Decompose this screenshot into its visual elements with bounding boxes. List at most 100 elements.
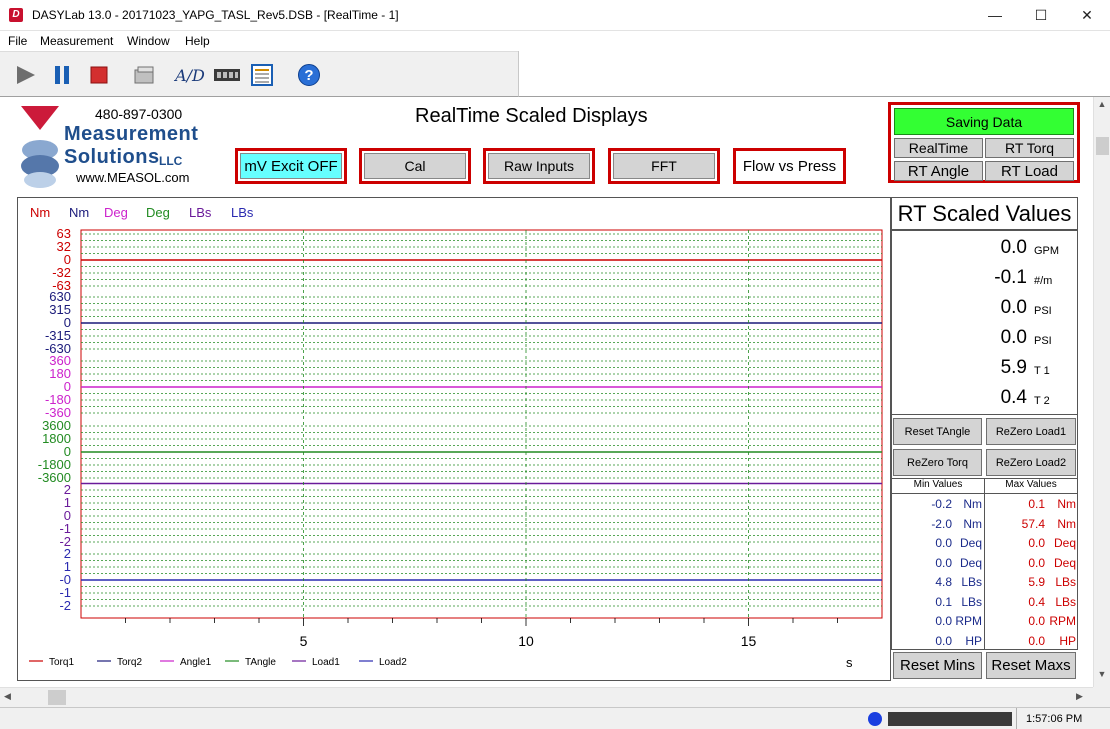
- folder-icon[interactable]: [132, 62, 158, 88]
- rt-value: 0.0: [1000, 327, 1027, 348]
- pause-icon[interactable]: [49, 62, 75, 88]
- scroll-left-icon[interactable]: ◀: [4, 691, 11, 701]
- max-unit: LBs: [1055, 575, 1076, 589]
- rt-value: 0.4: [1000, 387, 1027, 408]
- rt-torq-button[interactable]: RT Torq: [985, 138, 1074, 158]
- y-tick-label: 1800: [42, 431, 71, 446]
- y-tick-label: 1: [63, 559, 71, 574]
- legend-entry: Torq1: [49, 657, 74, 668]
- company-logo: [19, 104, 61, 190]
- y-tick-label: -32: [52, 265, 71, 280]
- legend-entry: Torq2: [117, 657, 142, 668]
- realtime-button[interactable]: RealTime: [894, 138, 983, 158]
- horizontal-scroll-thumb[interactable]: [48, 690, 66, 705]
- menu-measurement[interactable]: Measurement: [40, 34, 114, 48]
- scroll-down-icon[interactable]: ▼: [1097, 669, 1107, 679]
- rt-unit: GPM: [1034, 245, 1060, 257]
- mv-excit-button[interactable]: mV Excit OFF: [235, 148, 347, 184]
- rt-unit: T 1: [1034, 365, 1050, 377]
- min-unit: LBs: [961, 594, 982, 609]
- rt-scaled-title: RT Scaled Values: [891, 197, 1078, 230]
- help-icon[interactable]: ?: [296, 62, 322, 88]
- logo-name-line2: Solutions: [64, 146, 160, 168]
- cal-button[interactable]: Cal: [359, 148, 471, 184]
- saving-data-indicator: Saving Data: [894, 108, 1074, 135]
- y-tick-label: 0: [63, 315, 71, 330]
- y-tick-label: -0: [59, 572, 71, 587]
- y-tick-label: 0: [63, 444, 71, 459]
- fft-button[interactable]: FFT: [608, 148, 720, 184]
- flow-vs-press-button[interactable]: Flow vs Press: [733, 148, 846, 184]
- title-bar: D DASYLab 13.0 - 20171023_YAPG_TASL_Rev5…: [0, 0, 1110, 31]
- y-tick-label: -3600: [37, 470, 71, 485]
- y-tick-label: 180: [49, 366, 71, 381]
- y-tick-label: -630: [44, 341, 71, 356]
- close-button[interactable]: ✕: [1081, 7, 1093, 23]
- hardware-icon[interactable]: [212, 62, 242, 88]
- min-max-header-line: [892, 493, 1077, 494]
- min-unit: Deq: [959, 555, 982, 570]
- x-tick-label: 5: [300, 633, 308, 649]
- min-value: 0.0: [935, 555, 952, 570]
- rezero-load1-button[interactable]: ReZero Load1: [986, 418, 1076, 445]
- min-unit: RPM: [955, 614, 982, 628]
- status-bar: 1:57:06 PM: [0, 707, 1110, 729]
- scroll-up-icon[interactable]: ▲: [1097, 99, 1107, 109]
- max-unit: Deq: [1053, 536, 1076, 550]
- status-progress-bar: [888, 712, 1012, 726]
- logo-phone: 480-897-0300: [95, 106, 183, 122]
- rt-value-row: 0.0 PSI: [892, 321, 1077, 351]
- top-legend-unit: Deg: [146, 205, 170, 220]
- fft-label: FFT: [613, 153, 715, 179]
- max-values-header: Max Values: [1005, 479, 1057, 490]
- cal-label: Cal: [364, 153, 466, 179]
- menu-bar: File Measurement Window Help: [0, 31, 1110, 51]
- y-tick-label: 2: [63, 482, 71, 497]
- play-icon[interactable]: [12, 62, 38, 88]
- vertical-scrollbar[interactable]: ▲ ▼: [1093, 97, 1110, 687]
- vertical-scroll-thumb[interactable]: [1096, 137, 1109, 155]
- raw-inputs-label: Raw Inputs: [488, 153, 590, 179]
- max-value: 5.9: [1028, 575, 1045, 589]
- reset-mins-button[interactable]: Reset Mins: [893, 652, 982, 679]
- min-max-divider: [984, 479, 985, 649]
- y-tick-label: 360: [49, 353, 71, 368]
- max-unit: LBs: [1055, 594, 1076, 609]
- raw-inputs-button[interactable]: Raw Inputs: [483, 148, 595, 184]
- top-legend-unit: LBs: [231, 205, 254, 220]
- y-tick-label: -63: [52, 278, 71, 293]
- minimize-button[interactable]: —: [988, 7, 1002, 23]
- reset-maxs-button[interactable]: Reset Maxs: [986, 652, 1076, 679]
- reset-tangle-button[interactable]: Reset TAngle: [893, 418, 982, 445]
- rt-value: 5.9: [1000, 357, 1027, 378]
- max-unit: RPM: [1049, 614, 1076, 628]
- scroll-right-icon[interactable]: ▶: [1076, 691, 1083, 701]
- min-value: -0.2: [931, 497, 952, 511]
- rezero-torq-button[interactable]: ReZero Torq: [893, 449, 982, 476]
- rt-value-row: -0.1 #/m: [892, 261, 1077, 291]
- max-unit: Deq: [1053, 555, 1076, 570]
- rt-value: 0.0: [1000, 297, 1027, 318]
- plot-border: [80, 229, 883, 619]
- rt-unit: PSI: [1034, 305, 1052, 317]
- menu-window[interactable]: Window: [127, 34, 170, 48]
- status-time: 1:57:06 PM: [1026, 713, 1083, 725]
- list-icon[interactable]: [249, 62, 275, 88]
- ad-converter-icon[interactable]: A/D: [174, 62, 206, 88]
- app-icon: D: [9, 8, 23, 22]
- stop-icon[interactable]: [86, 62, 112, 88]
- rt-angle-button[interactable]: RT Angle: [894, 161, 983, 181]
- legend-entry: Load2: [379, 657, 407, 668]
- rt-unit: PSI: [1034, 335, 1052, 347]
- horizontal-scrollbar[interactable]: ◀ ▶: [0, 687, 1093, 707]
- min-unit: Nm: [963, 497, 982, 511]
- rezero-load2-button[interactable]: ReZero Load2: [986, 449, 1076, 476]
- legend-entry: Angle1: [180, 657, 212, 668]
- legend-entry: TAngle: [245, 657, 276, 668]
- maximize-button[interactable]: ☐: [1034, 7, 1048, 23]
- rt-load-button[interactable]: RT Load: [985, 161, 1074, 181]
- y-tick-label: -2: [59, 534, 71, 549]
- menu-file[interactable]: File: [8, 34, 28, 48]
- menu-help[interactable]: Help: [185, 34, 210, 48]
